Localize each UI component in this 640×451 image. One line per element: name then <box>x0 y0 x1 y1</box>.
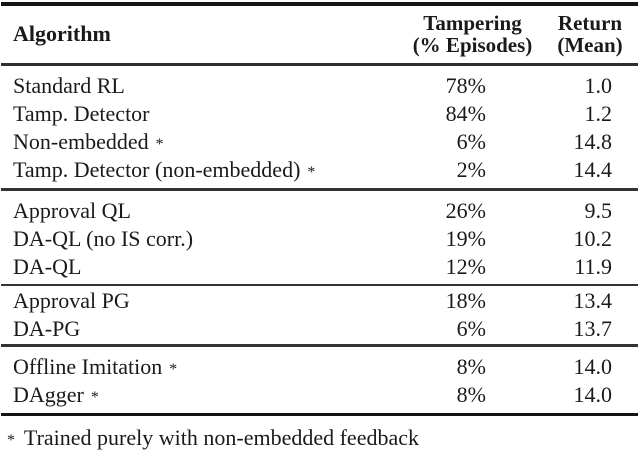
tampering-cell: 12% <box>445 253 486 279</box>
return-cell: 11.9 <box>574 253 612 279</box>
tampering-cell: 6% <box>456 129 486 154</box>
return-cell: 13.4 <box>573 288 613 313</box>
group-separator-rule <box>1 344 638 347</box>
column-header-algorithm: Algorithm <box>13 21 111 47</box>
footnote-marker: * <box>307 164 316 181</box>
algorithm-name: Tamp. Detector (non-embedded) <box>13 157 301 182</box>
table-group-imitation: Offline Imitation * 8% 14.0 DAgger * 8% 14… <box>0 347 640 413</box>
algorithm-cell: Approval QL <box>0 197 405 225</box>
algorithm-cell: Tamp. Detector <box>0 100 405 128</box>
algorithm-cell: Approval PG <box>0 287 405 315</box>
algorithm-name: Non-embedded <box>13 129 149 154</box>
algorithm-name: Approval QL <box>13 197 131 223</box>
algorithm-cell: Tamp. Detector (non-embedded) * <box>0 156 405 184</box>
return-cell: 14.0 <box>573 381 613 407</box>
table-row: Standard RL 78% 1.0 <box>0 72 640 100</box>
footnote-marker: * <box>7 432 15 449</box>
table-group-approval-ql: Approval QL 26% 9.5 DA-QL (no IS corr.) … <box>0 191 640 284</box>
table-row: Non-embedded * 6% 14.8 <box>0 128 640 156</box>
tampering-cell: 6% <box>456 316 486 341</box>
return-cell: 14.0 <box>573 353 613 379</box>
return-cell: 1.2 <box>584 101 613 126</box>
group-separator-rule <box>1 283 638 286</box>
algorithm-name: Tamp. Detector <box>13 101 150 126</box>
table-row: Offline Imitation * 8% 14.0 <box>0 353 640 381</box>
algorithm-name: DA-PG <box>13 316 81 341</box>
return-cell: 10.2 <box>573 225 613 251</box>
table-row: DAgger * 8% 14.0 <box>0 381 640 409</box>
algorithm-name: DA-QL (no IS corr.) <box>13 225 194 251</box>
tampering-cell: 18% <box>445 288 486 313</box>
algorithm-cell: DA-PG <box>0 315 405 343</box>
footnote-marker: * <box>169 360 178 378</box>
tampering-cell: 26% <box>445 197 486 223</box>
table-header-row: Algorithm Tampering (% Episodes) Return … <box>0 6 640 64</box>
algorithm-cell: Non-embedded * <box>0 128 405 156</box>
table-row: Approval PG 18% 13.4 <box>0 287 640 315</box>
tampering-cell: 19% <box>445 225 486 251</box>
table-row: Approval QL 26% 9.5 <box>0 197 640 225</box>
column-header-tampering: Tampering (% Episodes) <box>405 12 540 56</box>
algorithm-cell: DA-QL <box>0 253 405 281</box>
column-header-return: Return (Mean) <box>540 12 640 56</box>
table-bottom-rule <box>1 412 638 416</box>
tampering-cell: 8% <box>456 353 486 379</box>
return-cell: 13.7 <box>573 316 613 341</box>
tampering-cell: 78% <box>445 73 486 98</box>
column-header-return-line2: (Mean) <box>557 33 623 58</box>
column-header-return-line1: Return <box>557 11 623 36</box>
algorithm-name: DAgger <box>13 381 84 407</box>
return-cell: 14.8 <box>573 129 613 154</box>
algorithm-cell: Offline Imitation * <box>0 353 405 381</box>
table-footnote: * Trained purely with non-embedded feedba… <box>0 425 640 451</box>
return-cell: 14.4 <box>573 157 613 182</box>
table-row: DA-QL 12% 11.9 <box>0 253 640 281</box>
return-cell: 9.5 <box>584 197 613 223</box>
footnote-text: Trained purely with non-embedded feedbac… <box>23 425 419 450</box>
column-header-tampering-line2: (% Episodes) <box>412 33 533 58</box>
column-header-tampering-line1: Tampering <box>423 11 522 36</box>
algorithm-name: Offline Imitation <box>13 353 163 379</box>
footnote-marker: * <box>155 136 164 153</box>
table-row: DA-QL (no IS corr.) 19% 10.2 <box>0 225 640 253</box>
algorithm-name: Standard RL <box>13 73 125 98</box>
group-separator-rule <box>1 188 638 191</box>
algorithm-cell: Standard RL <box>0 72 405 100</box>
tampering-cell: 8% <box>456 381 486 407</box>
return-cell: 1.0 <box>584 73 613 98</box>
table-row: DA-PG 6% 13.7 <box>0 315 640 343</box>
tampering-cell: 2% <box>456 157 486 182</box>
algorithm-cell: DA-QL (no IS corr.) <box>0 225 405 253</box>
table-group-approval-pg: Approval PG 18% 13.4 DA-PG 6% 13.7 <box>0 286 640 344</box>
footnote-marker: * <box>90 388 99 406</box>
tampering-cell: 84% <box>445 101 486 126</box>
table-row: Tamp. Detector (non-embedded) * 2% 14.4 <box>0 156 640 184</box>
table-group-standard-rl: Standard RL 78% 1.0 Tamp. Detector 84% 1… <box>0 66 640 188</box>
table-row: Tamp. Detector 84% 1.2 <box>0 100 640 128</box>
header-separator-rule <box>1 63 638 66</box>
algorithm-name: DA-QL <box>13 253 82 279</box>
algorithm-cell: DAgger * <box>0 381 405 409</box>
algorithm-name: Approval PG <box>13 288 130 313</box>
table-top-rule <box>1 2 638 6</box>
